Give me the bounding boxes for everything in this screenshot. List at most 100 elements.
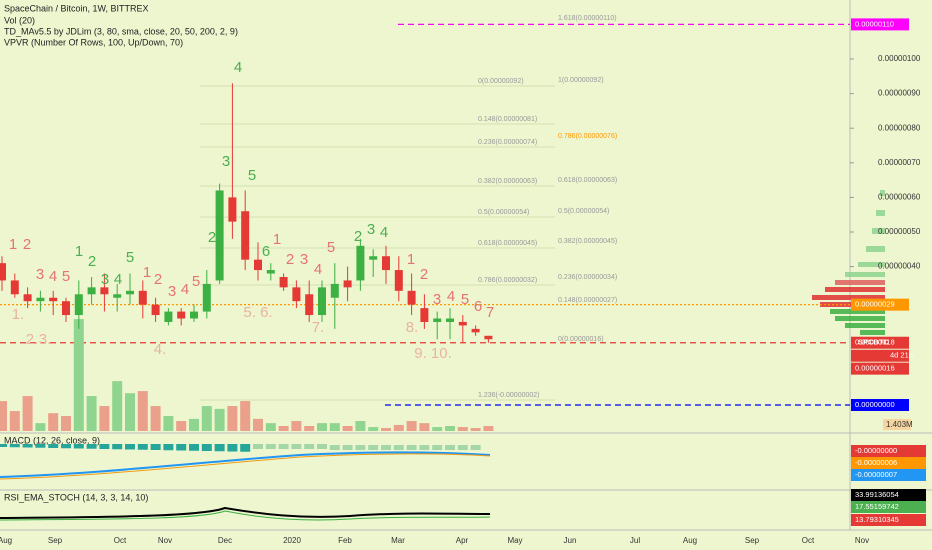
candle-body bbox=[254, 259, 262, 271]
td-count: 3 bbox=[222, 153, 230, 170]
volume-bar bbox=[265, 423, 276, 431]
symbol-title: SpaceChain / Bitcoin, 1W, BITTREX bbox=[4, 3, 149, 13]
volume-bar bbox=[48, 413, 59, 431]
price-label-bg bbox=[851, 399, 909, 411]
volume-bar bbox=[86, 396, 97, 431]
volume-bar bbox=[368, 427, 379, 431]
macd-histogram bbox=[150, 444, 161, 450]
time-tick-label: Dec bbox=[218, 536, 232, 545]
macd-histogram bbox=[137, 444, 148, 450]
volume-bar bbox=[317, 423, 327, 431]
candle-body bbox=[10, 280, 19, 295]
fib-label: 0.786(0.00000032) bbox=[478, 277, 537, 284]
fib-label: 0.236(0.00000034) bbox=[558, 274, 617, 281]
price-tick-label: 0.00000050 bbox=[878, 227, 921, 236]
candle-body bbox=[62, 301, 70, 316]
candle-body bbox=[164, 311, 173, 322]
volume-bar bbox=[189, 418, 199, 431]
candle-body bbox=[279, 276, 288, 288]
candle-body bbox=[36, 297, 45, 302]
macd-histogram bbox=[317, 444, 327, 449]
candle-body bbox=[138, 290, 147, 305]
time-tick-label: Aug bbox=[0, 536, 12, 545]
symbol-label: SPCBTC bbox=[858, 338, 889, 347]
macd-histogram bbox=[253, 444, 263, 449]
volume-bar bbox=[125, 393, 135, 431]
volume-bar bbox=[406, 421, 417, 431]
candle-body bbox=[433, 318, 442, 322]
candle-body bbox=[113, 294, 122, 298]
indicator-label: TD_MAv5.5 by JDLim (3, 80, sma, close, 2… bbox=[4, 26, 238, 36]
macd-histogram bbox=[9, 444, 20, 448]
fib-label: 0.786(0.00000076) bbox=[558, 133, 617, 140]
fib-label: 0.382(0.00000045) bbox=[558, 238, 617, 245]
candle-body bbox=[446, 318, 454, 322]
td-count: 4 bbox=[447, 288, 455, 305]
macd-label: MACD (12, 26, close, 9) bbox=[4, 435, 100, 445]
macd-histogram bbox=[214, 444, 225, 452]
volume-bar bbox=[304, 426, 315, 431]
time-tick-label: Sep bbox=[745, 536, 760, 545]
td-count: 4 bbox=[114, 271, 122, 288]
macd-histogram bbox=[368, 445, 379, 450]
macd-label-bg bbox=[851, 469, 926, 481]
td-count: 4 bbox=[380, 224, 388, 241]
td-count: 2 bbox=[420, 266, 428, 283]
td-count: 5 bbox=[126, 249, 134, 266]
macd-histogram bbox=[99, 444, 110, 449]
candle-body bbox=[228, 197, 237, 222]
macd-histogram bbox=[163, 444, 174, 451]
price-label: 0.00000018 bbox=[855, 338, 895, 347]
candle-body bbox=[190, 311, 198, 319]
td-count: 5. 6. bbox=[243, 304, 272, 321]
fib-label: 1.618(0.00000110) bbox=[558, 15, 617, 22]
macd-axis-label: -0.00000007 bbox=[855, 470, 897, 479]
macd-histogram bbox=[304, 444, 315, 449]
volume-bar bbox=[99, 406, 110, 431]
macd-histogram bbox=[406, 445, 417, 450]
volume-bar bbox=[342, 426, 353, 431]
time-tick-label: May bbox=[507, 536, 522, 545]
td-count: 3 bbox=[367, 221, 375, 238]
price-label-bg bbox=[851, 18, 909, 31]
volume-bar bbox=[201, 406, 212, 431]
td-count: 4 bbox=[234, 59, 242, 76]
macd-histogram bbox=[457, 445, 468, 450]
price-tick-label: 0.00000090 bbox=[878, 89, 921, 98]
candle-body bbox=[215, 190, 224, 281]
volume-bar bbox=[355, 421, 366, 431]
td-count: 1 bbox=[143, 264, 151, 281]
time-tick-label: Nov bbox=[855, 536, 869, 545]
candle-body bbox=[87, 287, 96, 295]
volume-bar bbox=[176, 421, 187, 431]
time-tick-label: Oct bbox=[114, 536, 127, 545]
rsi-label-bg bbox=[851, 489, 926, 501]
fib-label: 0(0.00000016) bbox=[558, 336, 604, 343]
td-count: 3 bbox=[101, 271, 109, 288]
candle-body bbox=[330, 283, 339, 298]
price-tick-label: 0.00000060 bbox=[878, 193, 921, 202]
time-tick-label: Nov bbox=[158, 536, 172, 545]
td-count: 9. 10. bbox=[414, 345, 452, 362]
rsi-label-bg bbox=[851, 514, 926, 526]
fib-label: 0.5(0.00000054) bbox=[558, 208, 609, 215]
candle-body bbox=[382, 256, 390, 271]
td-count: 4 bbox=[181, 281, 189, 298]
price-tick-label: 0.00000070 bbox=[878, 158, 921, 167]
candle-body bbox=[74, 294, 83, 316]
macd-histogram bbox=[189, 444, 199, 451]
time-tick-label: Mar bbox=[391, 536, 405, 545]
td-count: 7 bbox=[486, 304, 494, 321]
macd-histogram bbox=[381, 445, 391, 450]
volume-bar bbox=[9, 411, 20, 431]
candle-body bbox=[484, 335, 493, 340]
volume-bar bbox=[329, 423, 340, 431]
time-tick-label: Apr bbox=[456, 536, 469, 545]
td-count: 6 bbox=[262, 243, 270, 260]
candle-body bbox=[369, 256, 378, 260]
volume-bar bbox=[240, 401, 251, 431]
macd-histogram bbox=[48, 444, 59, 448]
volume-bar bbox=[214, 408, 225, 431]
macd-histogram bbox=[291, 444, 302, 449]
